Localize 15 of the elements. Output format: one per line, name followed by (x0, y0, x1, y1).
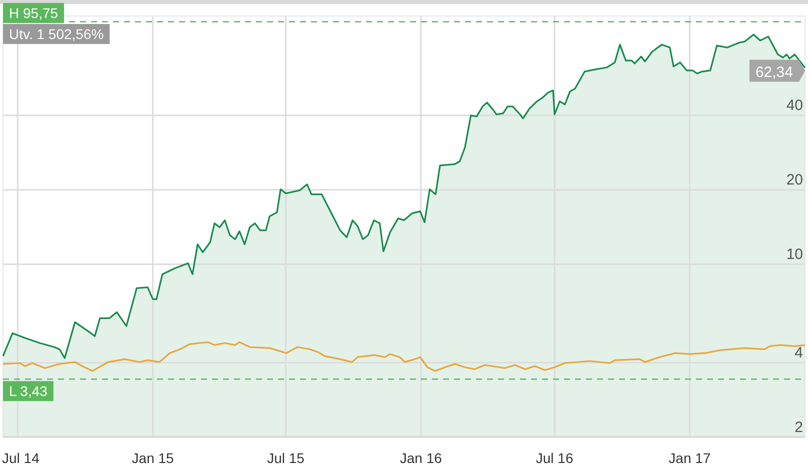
x-tick-label: Jul 15 (267, 450, 305, 466)
y-tick-label: 10 (786, 246, 803, 263)
annotation: Utv. 1 502,56% (9, 26, 104, 42)
annotation: 62,34 (755, 64, 793, 81)
ref-line-label: L 3,43 (9, 383, 48, 400)
y-tick-label: 2 (794, 418, 803, 436)
y-tick-label: 40 (786, 97, 803, 114)
y-tick-label: 20 (786, 172, 803, 189)
x-tick-label: Jan 15 (132, 450, 174, 466)
x-tick-label: Jul 14 (2, 450, 40, 466)
y-tick-label: 4 (794, 344, 803, 362)
x-tick-label: Jan 16 (400, 450, 442, 466)
ref-line-label: H 95,75 (9, 5, 58, 21)
x-tick-label: Jul 16 (536, 450, 574, 466)
x-tick-label: Jan 17 (668, 450, 711, 466)
